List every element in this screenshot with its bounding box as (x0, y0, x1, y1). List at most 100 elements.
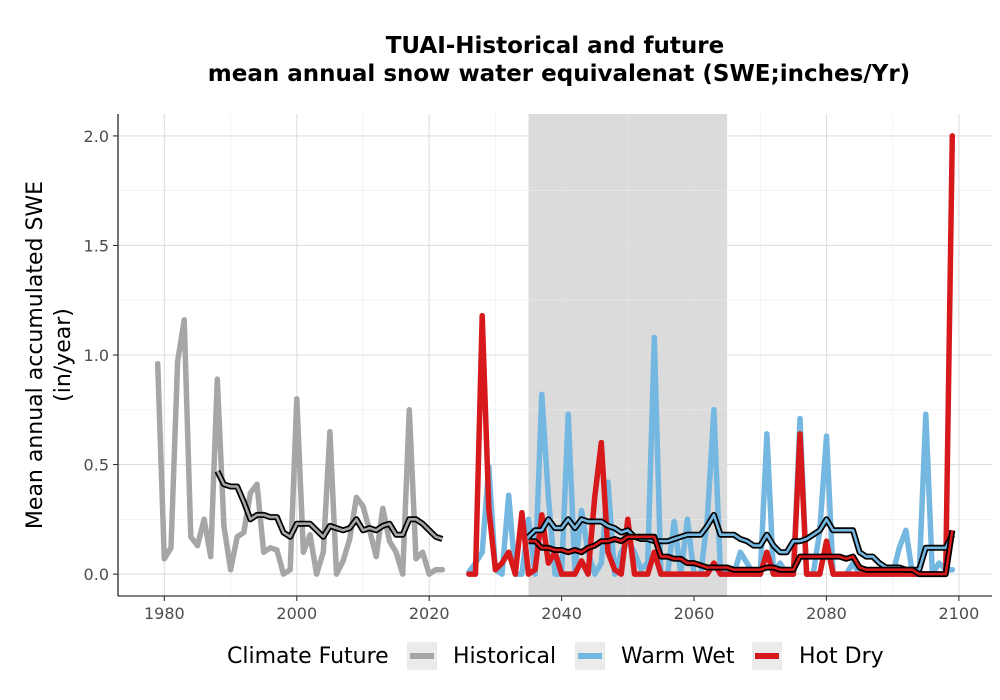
axes: 1980 2000 2020 2040 2060 2080 2100 0.0 0.5 1.0 1.5… (84, 114, 992, 623)
data-point-hot-dry (592, 494, 598, 501)
data-point-hot-dry (611, 567, 618, 573)
chart-title-line-2: mean annual snow water equivalenat (SWE;… (208, 61, 910, 87)
data-point-hot-dry (512, 571, 518, 577)
data-point-hot-dry (625, 516, 631, 522)
data-point-historical (181, 317, 187, 323)
data-point-warm-wet (764, 431, 770, 437)
data-point-hot-dry (823, 538, 830, 544)
data-point-warm-wet (499, 571, 505, 577)
y-tick-label: 0.5 (84, 456, 109, 475)
data-point-hot-dry (671, 571, 677, 577)
data-point-hot-dry (863, 571, 869, 577)
data-point-historical (241, 529, 247, 536)
data-point-hot-dry (532, 567, 538, 573)
data-point-hot-dry (664, 571, 671, 577)
data-point-historical (208, 553, 214, 560)
data-point-historical (267, 545, 273, 551)
data-point-warm-wet (823, 433, 830, 439)
data-point-hot-dry (525, 571, 532, 577)
points-historical (155, 317, 446, 577)
data-point-historical (320, 549, 326, 555)
data-point-historical (373, 553, 379, 560)
data-point-hot-dry (883, 571, 889, 577)
y-axis-title-line-1: Mean annual accumulated SWE (23, 181, 48, 529)
y-tick-label: 0.0 (84, 565, 109, 584)
data-point-hot-dry (790, 571, 796, 577)
y-tick-label: 1.5 (84, 236, 109, 255)
legend-label-hot-dry: Hot Dry (799, 644, 884, 669)
data-point-hot-dry (658, 571, 664, 577)
data-point-historical (214, 376, 220, 382)
data-point-historical (426, 571, 432, 577)
data-point-historical (347, 536, 353, 542)
data-point-hot-dry (691, 571, 697, 577)
data-point-hot-dry (598, 440, 604, 446)
data-point-historical (439, 567, 446, 573)
data-point-historical (433, 567, 439, 573)
data-point-hot-dry (804, 571, 810, 577)
data-point-hot-dry (545, 560, 551, 566)
data-point-hot-dry (638, 571, 644, 577)
data-point-historical (413, 556, 419, 562)
data-point-hot-dry (466, 571, 472, 577)
x-tick-label: 2100 (939, 604, 980, 623)
data-point-warm-wet (896, 545, 902, 551)
data-point-hot-dry (472, 571, 479, 577)
data-point-hot-dry (519, 510, 525, 516)
data-point-historical (227, 567, 234, 573)
data-point-historical (406, 407, 412, 413)
data-point-historical (419, 549, 426, 555)
data-point-warm-wet (797, 415, 803, 422)
data-point-warm-wet (479, 549, 485, 555)
data-point-warm-wet (777, 560, 783, 566)
y-axis-title: Mean annual accumulated SWE (in/year) (23, 181, 76, 529)
data-point-warm-wet (519, 571, 525, 577)
data-point-historical (307, 532, 313, 538)
data-point-hot-dry (645, 571, 651, 577)
data-point-historical (287, 567, 293, 573)
data-point-warm-wet (949, 567, 955, 573)
data-point-historical (314, 571, 320, 577)
data-point-hot-dry (711, 560, 717, 566)
data-point-hot-dry (890, 571, 896, 577)
data-point-hot-dry (830, 571, 836, 577)
data-point-hot-dry (605, 549, 611, 555)
data-point-hot-dry (717, 571, 724, 577)
data-point-hot-dry (631, 571, 638, 577)
data-point-historical (247, 490, 254, 496)
chart-title: TUAI-Historical and future mean annual s… (208, 33, 910, 87)
data-point-hot-dry (843, 571, 849, 577)
data-point-warm-wet (552, 571, 558, 577)
data-point-historical (400, 571, 406, 577)
data-point-historical (353, 494, 359, 501)
data-point-hot-dry (492, 567, 499, 573)
data-point-historical (333, 571, 340, 577)
data-point-hot-dry (559, 571, 565, 577)
data-point-hot-dry (678, 571, 684, 577)
data-point-hot-dry (797, 431, 803, 437)
points-hot-dry (466, 133, 955, 577)
data-point-historical (393, 549, 399, 555)
data-point-historical (360, 503, 366, 509)
data-point-hot-dry (731, 571, 737, 577)
data-point-warm-wet (565, 411, 571, 417)
data-point-hot-dry (585, 571, 591, 577)
data-point-warm-wet (539, 391, 545, 398)
data-point-historical (327, 429, 333, 435)
legend: Climate Future Historical Warm Wet Hot D… (227, 642, 884, 670)
data-point-hot-dry (744, 571, 750, 577)
data-point-hot-dry (810, 571, 816, 577)
chart-title-line-1: TUAI-Historical and future (386, 33, 725, 59)
data-point-historical (161, 556, 167, 562)
data-point-hot-dry (698, 571, 704, 577)
legend-label-historical: Historical (453, 644, 556, 669)
data-point-warm-wet (936, 560, 942, 566)
data-point-historical (280, 571, 287, 577)
data-point-historical (221, 523, 227, 529)
data-point-warm-wet (651, 334, 657, 341)
data-point-hot-dry (751, 571, 757, 577)
data-point-historical (155, 361, 161, 367)
x-tick-label: 2080 (806, 604, 847, 623)
legend-label-warm-wet: Warm Wet (621, 644, 735, 669)
